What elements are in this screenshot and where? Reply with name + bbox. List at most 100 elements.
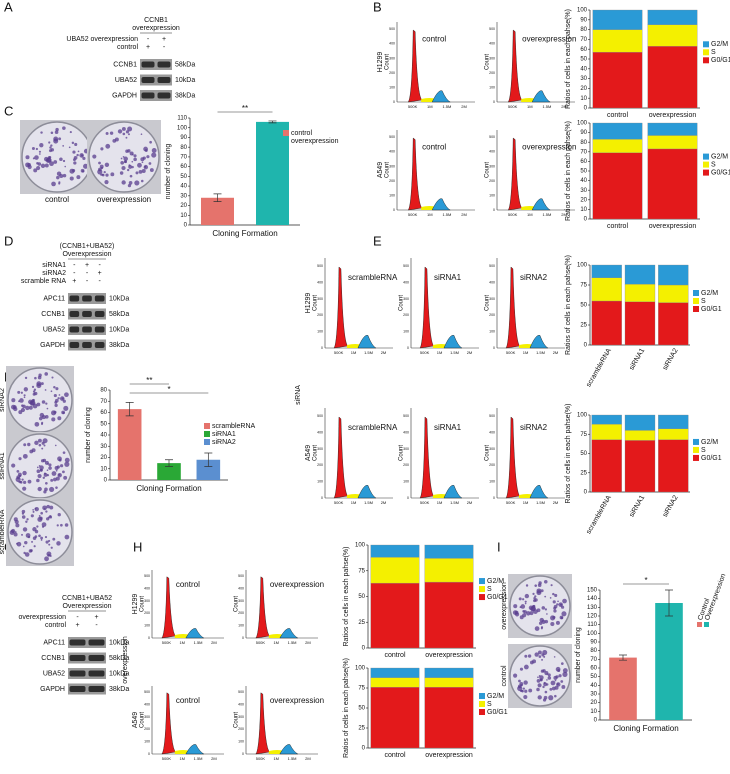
y-tick-label: 25 <box>358 726 365 732</box>
flow-y-tick: 500 <box>317 414 323 418</box>
colony <box>544 595 547 598</box>
colony <box>22 486 27 491</box>
s-phase <box>174 634 190 638</box>
band-size: 58kDa <box>175 61 195 68</box>
flow-y-tick: 400 <box>317 430 323 434</box>
flow-x-tick: 1.5M <box>536 350 545 355</box>
g2-peak <box>443 335 463 349</box>
colony <box>20 391 23 394</box>
flow-x-tick: 1M <box>179 756 185 761</box>
cell-line-label: H1299 <box>305 293 312 314</box>
legend-swatch <box>693 438 699 445</box>
bar-segment <box>591 300 622 346</box>
condition-sign: + <box>162 36 166 43</box>
g1-peak <box>505 416 521 499</box>
colony <box>56 524 59 527</box>
colony <box>29 549 33 552</box>
colony <box>521 689 524 692</box>
colony <box>39 412 45 418</box>
colony <box>48 463 52 467</box>
colony <box>31 448 36 453</box>
y-tick-label: 50 <box>580 451 587 457</box>
cell-line-label: A549 <box>377 162 384 178</box>
flow-x-tick: 1M <box>523 350 529 355</box>
y-tick-label: 110 <box>587 622 597 628</box>
flow-x-tick: 2M <box>553 500 559 505</box>
y-tick-label: 10 <box>580 96 587 102</box>
flow-y-tick: 300 <box>238 599 244 603</box>
bar-segment <box>592 152 643 220</box>
flow-x-tick: 2M <box>467 350 473 355</box>
flow-y-tick: 200 <box>317 313 323 317</box>
bar-segment <box>591 439 622 493</box>
colony <box>39 153 41 155</box>
x-tick-label: overexpression <box>649 223 697 230</box>
colony <box>56 171 62 176</box>
colony <box>41 447 44 450</box>
colony <box>62 470 65 474</box>
colony <box>129 174 133 178</box>
colony <box>37 438 42 443</box>
colony <box>53 136 59 142</box>
photo-label: siRNA2 <box>0 388 6 412</box>
colony <box>14 519 19 524</box>
colony <box>556 603 559 606</box>
y-tick-label: 100 <box>587 631 598 637</box>
bar-segment <box>647 9 698 25</box>
legend-label: S <box>711 49 716 56</box>
colony <box>522 687 525 690</box>
band-size: 10kDa <box>109 639 129 646</box>
colony <box>524 600 527 603</box>
flow-y-tick: 300 <box>403 297 409 301</box>
flow-y-label: Count <box>399 445 405 461</box>
flow-y-tick: 400 <box>389 150 395 154</box>
colony <box>44 372 48 376</box>
legend-label: S <box>487 586 492 593</box>
colony <box>553 675 558 680</box>
colony <box>50 144 53 147</box>
y-tick-label: 75 <box>580 432 587 438</box>
colony <box>44 415 49 419</box>
photo-label: overexpression <box>97 195 151 204</box>
colony <box>552 615 556 619</box>
g1-peak <box>507 29 523 103</box>
y-axis-label: Ratios of cells in each pahse(%) <box>565 255 572 355</box>
colony <box>54 403 58 408</box>
colony <box>528 688 533 693</box>
bar-segment <box>624 264 656 285</box>
colony <box>53 410 57 414</box>
colony <box>542 685 545 689</box>
colony <box>11 398 16 403</box>
condition-label: overexpression <box>19 614 67 621</box>
bar <box>256 121 289 225</box>
y-tick-label: 25 <box>358 620 365 626</box>
colony <box>34 155 39 160</box>
colony <box>556 683 559 686</box>
flow-x-tick: 2M <box>553 350 559 355</box>
colony <box>46 157 52 163</box>
g1-peak <box>333 266 349 349</box>
bar-segment <box>658 264 689 286</box>
colony <box>520 684 523 687</box>
colony <box>555 620 560 625</box>
colony <box>15 476 21 483</box>
colony <box>514 612 520 617</box>
colony <box>128 164 131 167</box>
g2-peak <box>279 744 298 755</box>
flow-y-tick: 400 <box>317 280 323 284</box>
colony <box>560 680 564 683</box>
flow-y-tick: 500 <box>489 135 495 139</box>
flow-y-tick: 400 <box>403 430 409 434</box>
flow-y-tick: 0 <box>493 100 495 104</box>
colony <box>151 152 157 158</box>
colony <box>58 458 62 462</box>
colony <box>50 546 53 549</box>
flow-y-tick: 500 <box>238 574 244 578</box>
flow-x-tick: 2M <box>211 640 217 645</box>
legend-swatch <box>697 622 702 627</box>
band <box>88 639 105 646</box>
legend-swatch <box>693 298 699 304</box>
flow-x-tick: 1M <box>523 500 529 505</box>
flow-y-tick: 400 <box>489 150 495 154</box>
colony <box>13 406 18 412</box>
